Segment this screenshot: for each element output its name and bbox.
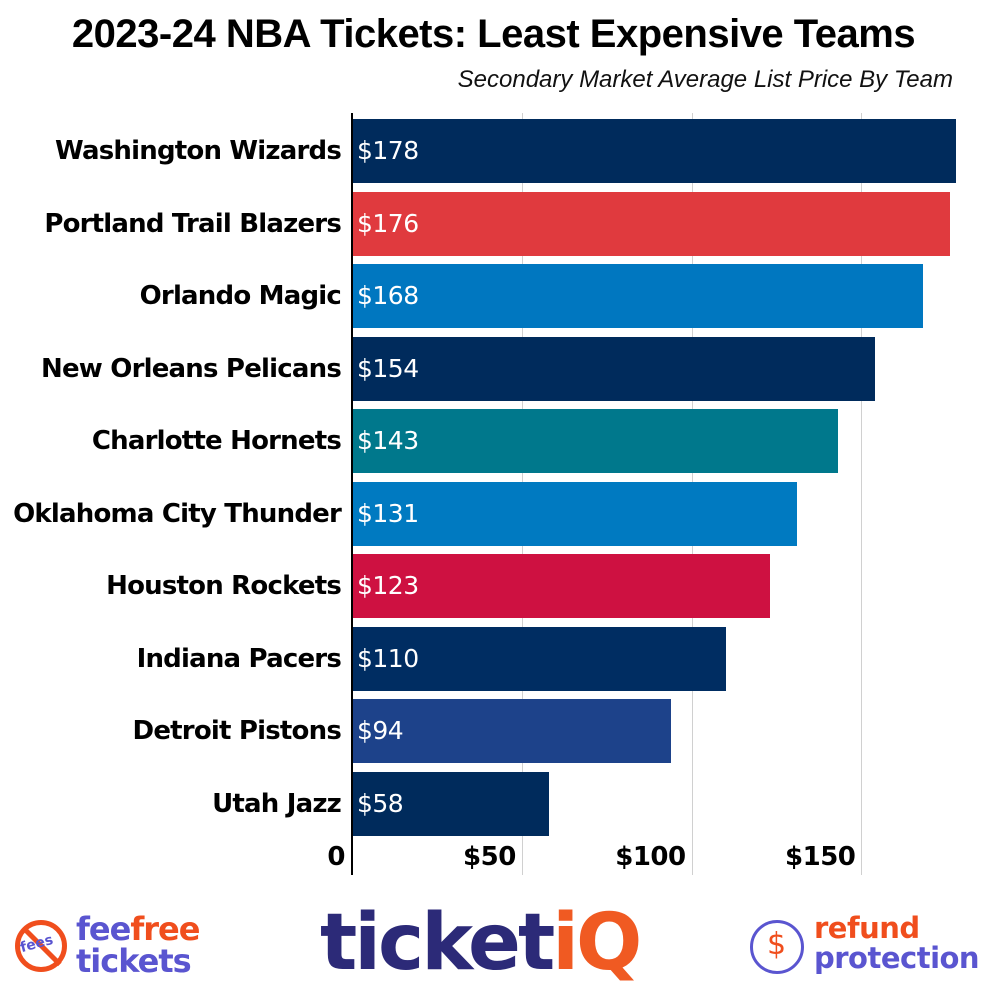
gridline-150 [861, 113, 862, 875]
bar-value-label: $94 [357, 716, 404, 745]
y-axis-line [351, 113, 353, 875]
dollar-icon: $ [767, 927, 787, 962]
team-label: Orlando Magic [139, 281, 342, 311]
bar: $178 [352, 119, 956, 183]
team-label: Utah Jazz [212, 789, 342, 819]
team-label: Houston Rockets [106, 571, 342, 601]
bar-value-label: $154 [357, 354, 419, 383]
bar: $168 [352, 264, 923, 328]
bar: $131 [352, 482, 797, 546]
bar: $94 [352, 699, 671, 763]
refund-cycle-icon [750, 920, 804, 974]
bar-value-label: $143 [357, 426, 419, 455]
footer-logos: fees feefree tickets ticketiQ $ refund p… [0, 900, 987, 987]
bar: $123 [352, 554, 770, 618]
x-tick-label: $50 [463, 842, 516, 872]
team-label: Indiana Pacers [136, 644, 342, 674]
team-label: Detroit Pistons [132, 716, 342, 746]
chart-title: 2023-24 NBA Tickets: Least Expensive Tea… [71, 12, 916, 56]
fee-text: fee [76, 910, 131, 948]
no-fees-icon [15, 920, 67, 972]
tickets-text: tickets [76, 942, 192, 980]
ticket-text: ticket [320, 898, 555, 988]
refund-text: refund [814, 911, 920, 945]
refund-protection-logo: $ refund protection [748, 912, 987, 982]
bar-chart: Washington Wizards $178 Portland Trail Bla… [13, 113, 956, 875]
x-tick-label: $150 [785, 842, 856, 872]
bar: $110 [352, 627, 726, 691]
team-label: New Orleans Pelicans [41, 354, 342, 384]
bar-value-label: $168 [357, 281, 419, 310]
ticketiq-logo: ticketiQ [320, 898, 642, 988]
team-label: Washington Wizards [55, 136, 342, 166]
bar-value-label: $131 [357, 499, 419, 528]
free-text: free [130, 910, 200, 948]
team-label: Portland Trail Blazers [44, 209, 341, 239]
bar: $176 [352, 192, 950, 256]
x-tick-label: 0 [327, 842, 345, 872]
team-label: Charlotte Hornets [91, 426, 342, 456]
team-label: Oklahoma City Thunder [13, 499, 342, 529]
iq-text: iQ [552, 898, 642, 988]
bar: $154 [352, 337, 875, 401]
bar-value-label: $58 [357, 789, 404, 818]
bar-value-label: $176 [357, 209, 419, 238]
bar-value-label: $123 [357, 571, 419, 600]
feefree-tickets-logo: fees feefree tickets [12, 912, 252, 982]
protection-text: protection [814, 941, 980, 975]
feefree-wordmark: feefree [76, 910, 200, 948]
x-tick-label: $100 [615, 842, 686, 872]
bar: $58 [352, 772, 549, 836]
bar: $143 [352, 409, 838, 473]
bar-value-label: $110 [357, 644, 419, 673]
bar-value-label: $178 [357, 136, 419, 165]
chart-subtitle: Secondary Market Average List Price By T… [457, 66, 953, 93]
